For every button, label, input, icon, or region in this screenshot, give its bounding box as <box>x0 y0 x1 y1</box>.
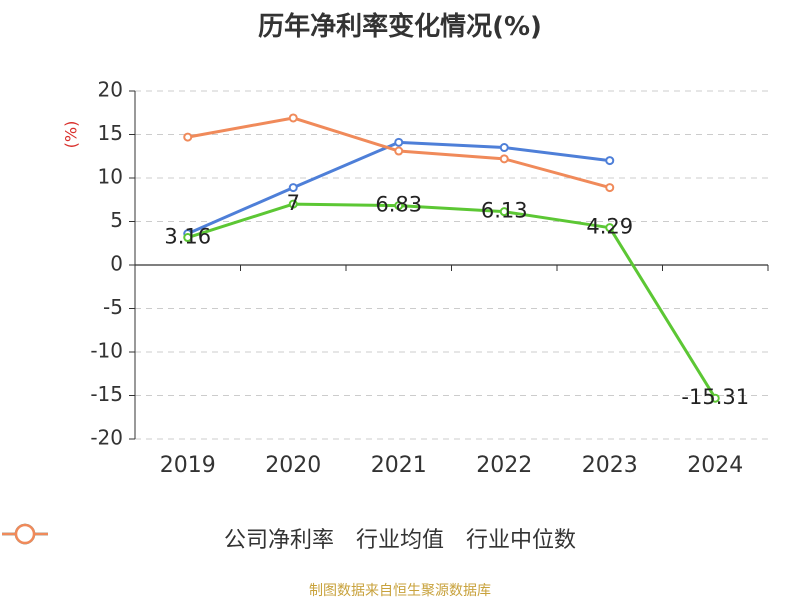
data-point <box>499 143 509 153</box>
data-label: 6.83 <box>375 193 422 217</box>
data-label: 7 <box>287 191 300 215</box>
x-tick-label: 2020 <box>265 453 321 478</box>
data-point <box>605 223 615 233</box>
data-point <box>605 183 615 193</box>
legend: 公司净利率 行业均值 行业中位数 <box>0 522 800 554</box>
y-tick-label: -5 <box>103 295 123 319</box>
legend-swatch-marker <box>14 523 36 545</box>
data-label: 3.16 <box>164 225 211 249</box>
x-tick-label: 2019 <box>160 453 216 478</box>
legend-label: 行业均值 <box>355 528 444 553</box>
data-point <box>183 132 193 142</box>
data-label: 4.29 <box>586 215 633 239</box>
y-tick-label: 10 <box>98 165 123 189</box>
data-point <box>394 137 404 147</box>
x-tick-label: 2023 <box>582 453 638 478</box>
series-line <box>187 202 717 399</box>
legend-item[interactable]: 行业均值 <box>2 522 444 554</box>
y-tick-label: -15 <box>90 382 123 406</box>
data-point <box>288 113 298 123</box>
data-point <box>288 183 298 193</box>
x-tick-label: 2022 <box>476 453 532 478</box>
data-point <box>288 199 298 209</box>
y-tick-label: -20 <box>90 426 123 450</box>
data-point <box>394 146 404 156</box>
data-point <box>605 156 615 166</box>
chart-title: 历年净利率变化情况(%) <box>258 12 542 42</box>
legend-label: 公司净利率 <box>223 528 334 553</box>
data-label: -15.31 <box>681 385 749 409</box>
legend-item[interactable]: 行业中位数 <box>2 522 577 554</box>
y-tick-label: 15 <box>98 121 123 145</box>
data-point <box>499 207 509 217</box>
data-point <box>394 201 404 211</box>
x-tick-label: 2024 <box>687 453 743 478</box>
legend-swatch <box>2 523 48 545</box>
x-tick-label: 2021 <box>371 453 427 478</box>
data-point <box>710 393 720 403</box>
legend-item[interactable]: 公司净利率 <box>2 522 334 554</box>
y-axis-label: (%) <box>62 121 81 149</box>
y-tick-label: 0 <box>110 252 123 276</box>
y-tick-label: 20 <box>98 78 123 102</box>
data-point <box>499 154 509 164</box>
legend-label: 行业中位数 <box>466 528 577 553</box>
series-line <box>187 140 610 236</box>
data-label: 6.13 <box>481 199 528 223</box>
source-note: 制图数据来自恒生聚源数据库 <box>309 583 491 599</box>
y-tick-label: 5 <box>110 208 123 232</box>
y-tick-label: -10 <box>90 339 123 363</box>
data-point <box>183 233 193 243</box>
